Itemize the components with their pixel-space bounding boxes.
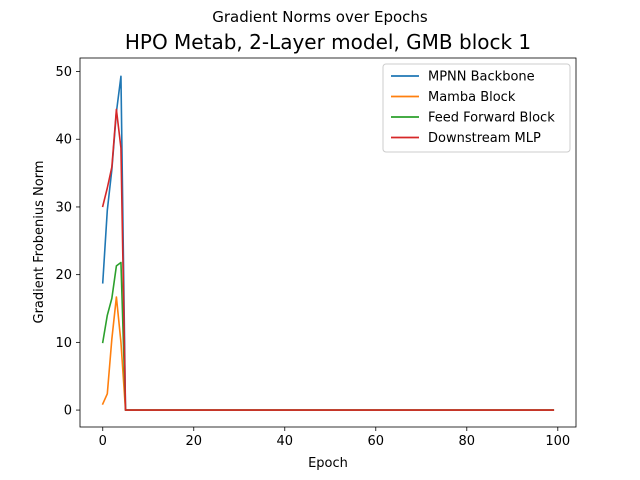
plot-frame (79, 57, 577, 428)
series-group (101, 75, 555, 411)
y-tick-label: 50 (55, 65, 72, 80)
x-tick-label: 0 (99, 434, 107, 449)
x-tick-label: 40 (276, 434, 293, 449)
y-tick-label: 20 (55, 268, 72, 283)
series-line-4 (101, 108, 555, 411)
y-axis-ticks: 0 10 20 30 40 50 (55, 65, 80, 419)
y-axis-label: Gradient Frobenius Norm (32, 161, 47, 324)
x-axis-ticks: 0 20 40 60 80 100 (99, 427, 570, 449)
chart-title: HPO Metab, 2-Layer model, GMB block 1 (125, 30, 531, 54)
y-tick-label: 10 (55, 336, 72, 351)
legend-label-1: MPNN Backbone (428, 70, 535, 85)
y-tick-label: 30 (55, 200, 72, 215)
legend-label-2: Mamba Block (428, 90, 516, 105)
y-tick-label: 0 (64, 404, 72, 419)
y-tick-label: 40 (55, 133, 72, 148)
legend-label-4: Downstream MLP (428, 131, 541, 146)
x-tick-label: 80 (459, 434, 476, 449)
legend-label-3: Feed Forward Block (428, 111, 555, 126)
plot-area (79, 57, 577, 428)
x-tick-label: 100 (545, 434, 570, 449)
x-axis-label: Epoch (308, 456, 348, 471)
x-tick-label: 60 (368, 434, 385, 449)
legend-box (382, 63, 571, 153)
legend: MPNN Backbone Mamba Block Feed Forward Blo… (382, 63, 571, 153)
figure-suptitle: Gradient Norms over Epochs (212, 8, 428, 26)
x-tick-label: 20 (185, 434, 202, 449)
